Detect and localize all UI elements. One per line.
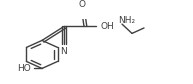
Text: O: O xyxy=(79,0,85,9)
Text: OH: OH xyxy=(101,22,115,31)
Text: N: N xyxy=(61,47,67,56)
Text: HO: HO xyxy=(17,64,31,73)
Text: NH₂: NH₂ xyxy=(118,16,135,25)
